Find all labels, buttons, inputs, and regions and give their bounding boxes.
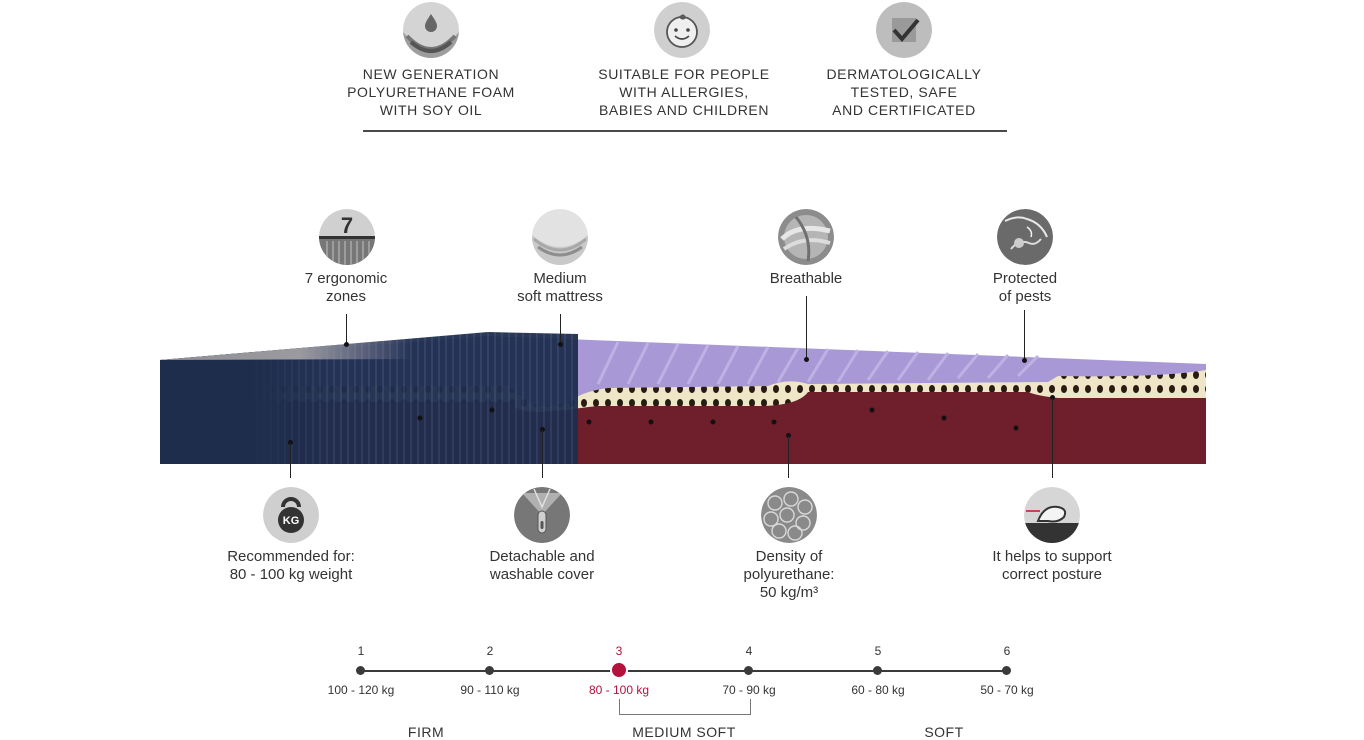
washable-cover-label: Detachable and washable cover: [489, 548, 595, 583]
pointer-dot: [558, 342, 563, 347]
zipper-icon: [514, 487, 570, 543]
drop-layers-icon: [403, 2, 459, 58]
scale-step-node[interactable]: [873, 666, 882, 675]
scale-step-range: 90 - 110 kg: [460, 683, 520, 697]
weight-recommendation-label: Recommended for: 80 - 100 kg weight: [227, 548, 355, 583]
posture-support-label: It helps to support correct posture: [992, 548, 1112, 583]
seven-zones-icon: 7: [319, 209, 375, 265]
allergy-safe-label: SUITABLE FOR PEOPLE WITH ALLERGIES, BABI…: [598, 66, 770, 118]
pointer-dot: [288, 440, 293, 445]
pest-protection-icon: [997, 209, 1053, 265]
scale-step-node[interactable]: [744, 666, 753, 675]
pointer-line: [788, 436, 789, 478]
scale-step-number: 2: [486, 644, 494, 658]
pointer-dot: [804, 357, 809, 362]
pest-protection-label: Protected of pests: [992, 270, 1058, 305]
medium-soft-bracket: [619, 699, 751, 715]
scale-step-number-selected: 3: [615, 644, 623, 658]
foam-density-icon: [761, 487, 817, 543]
pointer-line: [542, 430, 543, 478]
posture-icon: [1024, 487, 1080, 543]
category-medium-soft: MEDIUM SOFT: [632, 724, 736, 740]
scale-step-number: 5: [874, 644, 882, 658]
category-soft: SOFT: [924, 724, 964, 740]
pointer-dot: [786, 433, 791, 438]
breathable-label: Breathable: [769, 270, 843, 287]
pointer-dot: [1050, 395, 1055, 400]
scale-step-node[interactable]: [485, 666, 494, 675]
medium-soft-label: Medium soft mattress: [517, 270, 603, 305]
scale-step-node[interactable]: [356, 666, 365, 675]
medium-soft-icon: [532, 209, 588, 265]
category-firm: FIRM: [407, 724, 445, 740]
pointer-line: [806, 296, 807, 358]
pointer-line: [560, 314, 561, 344]
pointer-line: [290, 443, 291, 478]
firmness-scale-track: [361, 670, 1007, 672]
scale-step-node[interactable]: [1002, 666, 1011, 675]
scale-selected-marker[interactable]: [610, 661, 628, 679]
scale-step-range-selected: 80 - 100 kg: [588, 683, 650, 697]
pointer-line: [1052, 398, 1053, 478]
section-divider: [363, 130, 1007, 132]
scale-step-range: 100 - 120 kg: [327, 683, 395, 697]
zones-badge-text: 7: [341, 213, 353, 238]
pointer-dot: [344, 342, 349, 347]
checkmark-icon: [876, 2, 932, 58]
certified-label: DERMATOLOGICALLY TESTED, SAFE AND CERTIF…: [826, 66, 982, 118]
kettlebell-icon: KG: [263, 487, 319, 543]
foam-density-label: Density of polyurethane: 50 kg/m³: [743, 548, 835, 601]
scale-step-range: 50 - 70 kg: [980, 683, 1034, 697]
ergonomic-zones-label: 7 ergonomic zones: [304, 270, 388, 305]
pointer-line: [1024, 310, 1025, 360]
scale-step-number: 1: [357, 644, 365, 658]
breathable-icon: [778, 209, 834, 265]
baby-face-icon: [654, 2, 710, 58]
scale-step-number: 6: [1003, 644, 1011, 658]
scale-step-range: 60 - 80 kg: [851, 683, 905, 697]
kg-badge-text: KG: [283, 515, 300, 527]
mattress-illustration: [160, 332, 1206, 464]
pointer-line: [346, 314, 347, 344]
scale-step-number: 4: [745, 644, 753, 658]
pointer-dot: [540, 427, 545, 432]
soy-foam-label: NEW GENERATION POLYURETHANE FOAM WITH SO…: [347, 66, 515, 118]
scale-step-range: 70 - 90 kg: [722, 683, 776, 697]
pointer-dot: [1022, 358, 1027, 363]
